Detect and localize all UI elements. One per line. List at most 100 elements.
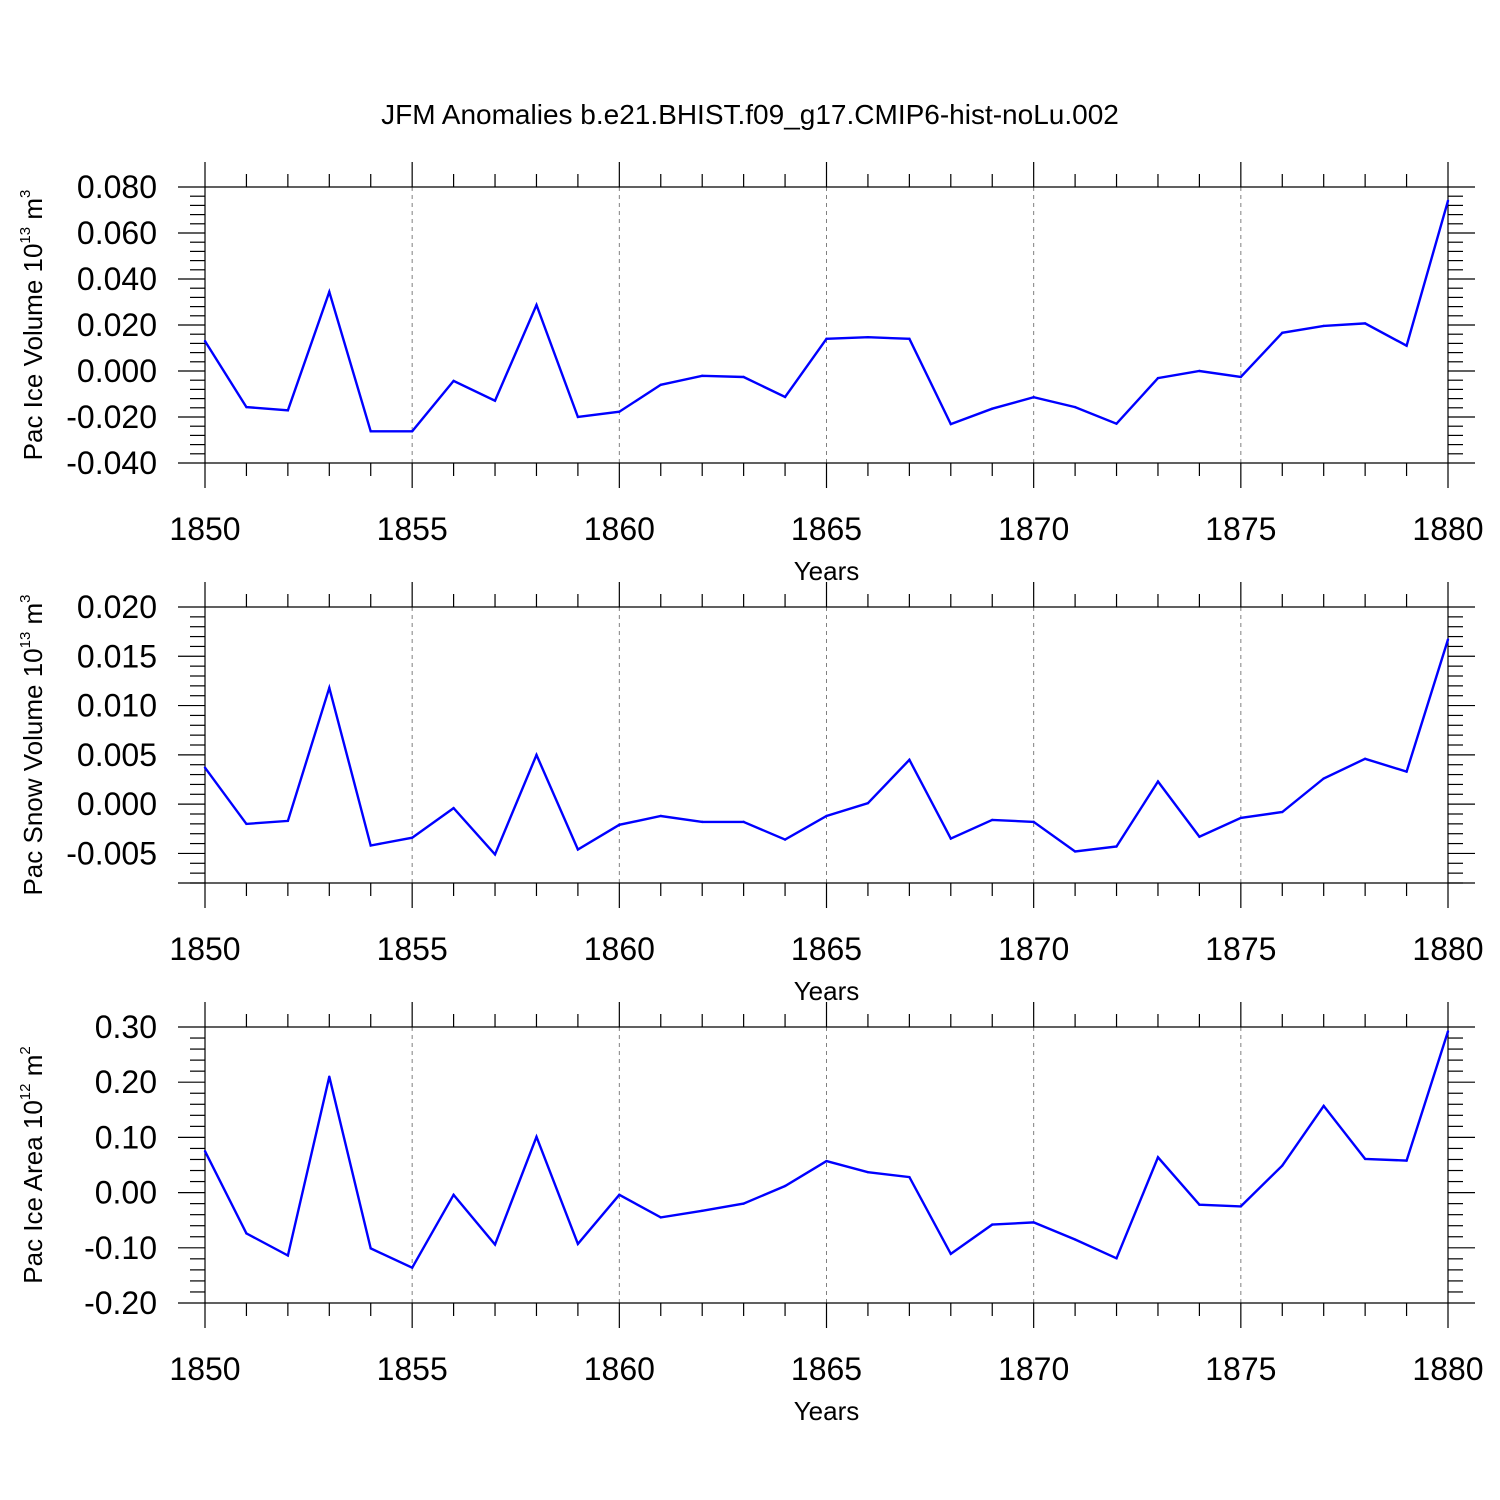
data-point [825, 337, 828, 340]
x-tick-label: 1850 [169, 511, 240, 547]
data-point [1363, 757, 1367, 760]
y-tick-label: 0.20 [95, 1064, 157, 1100]
data-point [1322, 1104, 1325, 1108]
data-point [742, 820, 745, 824]
data-point [701, 1209, 704, 1213]
y-tick-label: 0.005 [77, 737, 157, 773]
data-point [1446, 638, 1450, 641]
data-point [1405, 344, 1408, 347]
data-point [410, 1266, 414, 1269]
y-axis-title: Pac Snow Volume 1013 m3 [17, 594, 48, 895]
data-point [369, 844, 372, 847]
data-point [452, 379, 455, 383]
x-tick-label: 1870 [998, 511, 1069, 547]
data-point [576, 848, 580, 851]
y-axis-title-unit-exponent: 3 [17, 594, 34, 602]
data-point [493, 399, 497, 402]
data-point [1156, 376, 1160, 380]
data-point [991, 1223, 994, 1226]
data-point [1239, 1205, 1243, 1208]
x-tick-label: 1850 [169, 1351, 240, 1387]
data-point [783, 395, 787, 399]
x-axis-title: Years [794, 1396, 860, 1426]
y-axis-title-unit-exponent: 3 [17, 190, 34, 198]
data-point [949, 422, 952, 426]
y-tick-label: 0.020 [77, 307, 157, 343]
y-tick-label: 0.010 [77, 688, 157, 724]
data-point [1032, 1221, 1035, 1224]
data-point [742, 1202, 745, 1205]
x-tick-label: 1850 [169, 931, 240, 967]
data-point [1446, 1030, 1450, 1033]
y-tick-label: 0.060 [77, 215, 157, 251]
y-axis-title-exponent: 12 [17, 1083, 34, 1100]
data-point [742, 375, 745, 379]
data-point [1446, 199, 1450, 202]
x-tick-label: 1855 [377, 511, 448, 547]
data-point [1405, 1159, 1408, 1162]
data-point [1073, 1238, 1077, 1241]
x-tick-label: 1855 [377, 931, 448, 967]
x-tick-label: 1855 [377, 1351, 448, 1387]
y-tick-label: -0.20 [84, 1285, 157, 1321]
data-point [369, 1247, 372, 1250]
data-point [493, 1243, 497, 1246]
data-point [1281, 331, 1284, 335]
x-tick-label: 1880 [1412, 931, 1483, 967]
data-point [1073, 405, 1077, 409]
x-tick-label: 1860 [584, 511, 655, 547]
data-point [245, 1232, 248, 1235]
y-tick-label: -0.005 [66, 835, 157, 871]
y-tick-label: 0.000 [77, 786, 157, 822]
y-axis-title-text: Pac Snow Volume 10 [18, 648, 48, 895]
data-point [1198, 369, 1201, 373]
data-point [328, 686, 331, 690]
data-point [1281, 810, 1284, 814]
plot-panel-3: 1850 1855 1860 1865 1870 1875 1880 Years -0.20 -0… [17, 1002, 1484, 1426]
data-point [908, 1175, 911, 1179]
data-point [1239, 816, 1243, 820]
data-point [701, 820, 704, 824]
data-point [659, 814, 662, 818]
y-axis-title-unit: m [18, 1055, 48, 1084]
data-point [1115, 1257, 1118, 1260]
y-axis-title-text: Pac Ice Volume 10 [18, 244, 48, 461]
y-tick-label: 0.020 [77, 589, 157, 625]
x-tick-label: 1865 [791, 1351, 862, 1387]
y-axis-title-unit-exponent: 2 [17, 1046, 34, 1054]
data-point [1115, 422, 1118, 425]
data-point [493, 853, 497, 856]
x-tick-label: 1880 [1412, 1351, 1483, 1387]
y-tick-label: 0.30 [95, 1009, 157, 1045]
y-axis-title-exponent: 13 [17, 632, 34, 649]
data-point [1032, 396, 1035, 399]
y-tick-label: 0.040 [77, 261, 157, 297]
data-point [203, 339, 207, 343]
x-tick-label: 1860 [584, 931, 655, 967]
data-point [908, 758, 911, 761]
data-point [1198, 1203, 1201, 1206]
y-axis-title-exponent: 13 [17, 227, 34, 244]
data-point [908, 337, 911, 340]
data-point [1032, 820, 1035, 824]
data-point [1156, 780, 1160, 783]
data-point [825, 814, 828, 818]
data-point [245, 822, 248, 826]
y-tick-label: 0.015 [77, 638, 157, 674]
y-axis-title: Pac Ice Volume 1013 m3 [17, 190, 48, 461]
data-point [1322, 324, 1325, 328]
data-point [1239, 375, 1243, 379]
data-point [535, 303, 538, 307]
data-point [1156, 1156, 1160, 1159]
data-point [1281, 1164, 1284, 1167]
figure-title: JFM Anomalies b.e21.BHIST.f09_g17.CMIP6-… [381, 99, 1119, 130]
y-tick-label: -0.040 [66, 445, 157, 481]
data-point [452, 806, 455, 810]
data-point [866, 335, 870, 339]
data-point [1363, 322, 1367, 325]
data-point [328, 290, 331, 294]
data-point [1115, 845, 1118, 848]
x-tick-label: 1870 [998, 1351, 1069, 1387]
data-point [1322, 777, 1325, 780]
